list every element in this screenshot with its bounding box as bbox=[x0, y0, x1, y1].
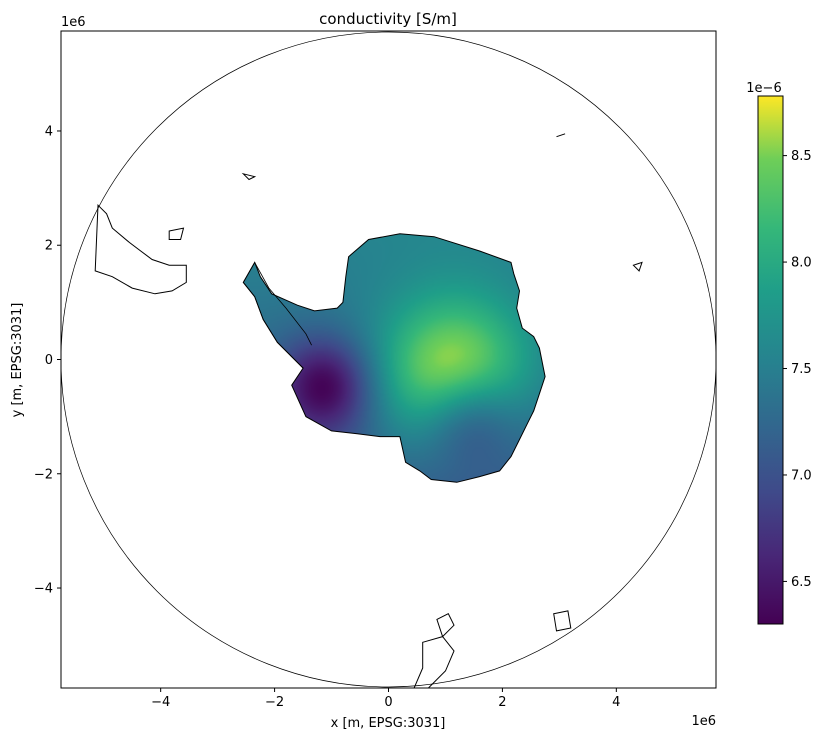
colorbar-tick-label: 8.0 bbox=[791, 256, 812, 271]
x-tick-label: 2 bbox=[498, 695, 506, 710]
y-tick-label: 4 bbox=[45, 124, 53, 139]
y-tick-label: −4 bbox=[34, 582, 53, 597]
plot-area bbox=[60, 30, 717, 689]
coastline-kerguelen bbox=[632, 261, 643, 272]
y-axis-label: y [m, EPSG:3031] bbox=[10, 303, 25, 418]
projection-boundary-circle bbox=[61, 31, 716, 688]
coastline-crozet bbox=[556, 133, 566, 138]
x-tick-label: −4 bbox=[151, 695, 170, 710]
colorbar-tick-label: 7.5 bbox=[791, 362, 812, 377]
colorbar-tick-label: 8.5 bbox=[791, 149, 812, 164]
y-tick-label: 2 bbox=[45, 239, 53, 254]
antarctica-coastline bbox=[242, 233, 546, 483]
x-axis-label: x [m, EPSG:3031] bbox=[331, 716, 446, 731]
x-tick-label: −2 bbox=[265, 695, 284, 710]
colorbar-scale-label: 1e−6 bbox=[746, 81, 781, 96]
coastline-falklands bbox=[168, 227, 185, 240]
colorbar-gradient bbox=[757, 95, 784, 625]
coastline-new-zealand-north bbox=[436, 613, 455, 638]
x-scale-label: 1e6 bbox=[691, 714, 716, 729]
x-tick-label: 4 bbox=[612, 695, 620, 710]
y-scale-label: 1e6 bbox=[61, 15, 86, 30]
coastline-south-georgia bbox=[241, 172, 257, 181]
colorbar-tick-label: 6.5 bbox=[791, 575, 812, 590]
colorbar: 1e−6 8.5 8.0 7.5 7.0 6.5 bbox=[746, 81, 812, 625]
y-tick-label: 0 bbox=[45, 353, 53, 368]
y-tick-label: −2 bbox=[34, 467, 53, 482]
x-tick-label: 0 bbox=[384, 695, 392, 710]
coastline-tasmania bbox=[553, 610, 572, 632]
coastline-new-zealand-south bbox=[413, 636, 455, 688]
chart-title: conductivity [S/m] bbox=[319, 10, 457, 28]
colorbar-tick-label: 7.0 bbox=[791, 468, 812, 483]
coastline-south-america bbox=[94, 204, 187, 295]
peninsula-ice-shelf-line bbox=[242, 261, 312, 369]
